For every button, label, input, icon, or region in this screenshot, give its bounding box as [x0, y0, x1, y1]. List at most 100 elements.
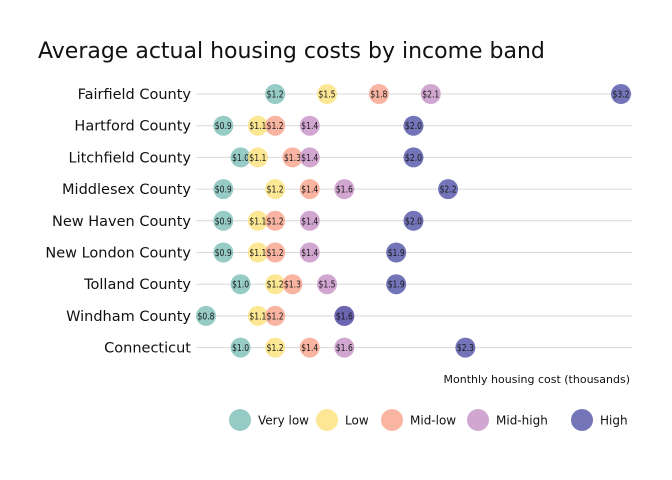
point-mid-low-litchfield-county: $1.3: [282, 147, 303, 168]
dot-high-new-haven-county: [403, 210, 424, 231]
point-mid-high-connecticut: $1.6: [334, 337, 355, 358]
legend-label-very-low: Very low: [258, 414, 309, 428]
dot-label-very-low-windham-county: $0.8: [198, 311, 215, 322]
dot-mid-low-tolland-county: [282, 274, 303, 295]
dot-label-high-middlesex-county: $2.2: [440, 185, 457, 196]
dot-label-mid-high-middlesex-county: $1.6: [336, 185, 353, 196]
dot-high-new-london-county: [386, 242, 407, 263]
point-high-new-haven-county: $2.0: [403, 210, 424, 231]
dot-label-very-low-connecticut: $1.0: [232, 343, 249, 354]
point-mid-high-litchfield-county: $1.4: [299, 147, 320, 168]
point-mid-high-new-haven-county: $1.4: [299, 210, 320, 231]
point-low-tolland-county: $1.2: [265, 274, 286, 295]
dot-label-low-tolland-county: $1.2: [267, 280, 284, 291]
dot-label-very-low-middlesex-county: $0.9: [215, 185, 232, 196]
point-mid-high-tolland-county: $1.5: [317, 274, 338, 295]
dot-label-mid-high-new-haven-county: $1.4: [301, 216, 318, 227]
dot-label-low-middlesex-county: $1.2: [267, 185, 284, 196]
dot-label-high-fairfield-county: $3.2: [613, 90, 630, 101]
legend: Very low Low Mid-low Mid-high High: [229, 409, 628, 431]
point-mid-low-hartford-county: $1.2: [265, 115, 286, 136]
dot-low-new-haven-county: [247, 210, 268, 231]
dot-high-middlesex-county: [438, 179, 459, 200]
legend-swatch-high: [571, 409, 593, 431]
legend-swatch-very-low: [229, 409, 251, 431]
dot-label-low-fairfield-county: $1.5: [319, 90, 336, 101]
point-high-fairfield-county: $3.2: [611, 84, 631, 104]
dot-label-very-low-tolland-county: $1.0: [232, 280, 249, 291]
legend-item-very-low: Very low: [229, 409, 309, 431]
dot-very-low-tolland-county: [230, 274, 251, 295]
dot-label-low-new-haven-county: $1.1: [249, 216, 266, 227]
dot-label-mid-low-tolland-county: $1.3: [284, 280, 301, 291]
chart-title: Average actual housing costs by income b…: [38, 39, 545, 64]
dot-label-mid-low-new-haven-county: $1.2: [267, 216, 284, 227]
dot-high-connecticut: [455, 337, 476, 358]
dot-low-middlesex-county: [265, 179, 286, 200]
dot-label-high-connecticut: $2.3: [457, 343, 474, 354]
point-low-new-london-county: $1.1: [247, 242, 268, 263]
dot-label-very-low-fairfield-county: $1.2: [267, 90, 284, 101]
category-label-new-london-county: New London County: [45, 246, 191, 262]
category-label-new-haven-county: New Haven County: [52, 214, 191, 230]
x-axis-label: Monthly housing cost (thousands): [444, 373, 631, 386]
point-high-connecticut: $2.3: [455, 337, 476, 358]
dot-label-high-new-london-county: $1.9: [388, 248, 405, 259]
category-label-middlesex-county: Middlesex County: [62, 182, 191, 198]
category-label-connecticut: Connecticut: [104, 341, 191, 357]
point-very-low-connecticut: $1.0: [230, 337, 251, 358]
legend-label-high: High: [600, 414, 628, 428]
dot-very-low-new-haven-county: [213, 210, 234, 231]
point-very-low-middlesex-county: $0.9: [213, 179, 234, 200]
dot-mid-high-tolland-county: [317, 274, 338, 295]
dot-label-very-low-hartford-county: $0.9: [215, 121, 232, 132]
point-mid-low-fairfield-county: $1.8: [368, 84, 389, 104]
point-high-middlesex-county: $2.2: [438, 179, 459, 200]
point-very-low-tolland-county: $1.0: [230, 274, 251, 295]
point-mid-low-new-haven-county: $1.2: [265, 210, 286, 231]
dot-mid-low-hartford-county: [265, 115, 286, 136]
dot-mid-low-middlesex-county: [299, 179, 320, 200]
dot-mid-high-fairfield-county: [420, 84, 441, 104]
dot-label-very-low-new-haven-county: $0.9: [215, 216, 232, 227]
dot-label-very-low-litchfield-county: $1.0: [232, 153, 249, 164]
dot-label-low-connecticut: $1.2: [267, 343, 284, 354]
dot-high-windham-county: [334, 305, 355, 326]
dot-mid-low-new-haven-county: [265, 210, 286, 231]
point-mid-high-hartford-county: $1.4: [299, 115, 320, 136]
dot-mid-high-new-london-county: [299, 242, 320, 263]
dot-label-mid-low-windham-county: $1.2: [267, 311, 284, 322]
legend-swatch-low: [316, 409, 338, 431]
dot-very-low-hartford-county: [213, 115, 234, 136]
dot-very-low-connecticut: [230, 337, 251, 358]
point-mid-low-windham-county: $1.2: [265, 305, 286, 326]
dot-very-low-middlesex-county: [213, 179, 234, 200]
dot-mid-low-new-london-county: [265, 242, 286, 263]
dot-mid-high-new-haven-county: [299, 210, 320, 231]
dot-label-high-litchfield-county: $2.0: [405, 153, 422, 164]
dot-low-fairfield-county: [317, 84, 338, 104]
point-mid-low-connecticut: $1.4: [299, 337, 320, 358]
point-low-new-haven-county: $1.1: [247, 210, 268, 231]
point-high-new-london-county: $1.9: [386, 242, 407, 263]
dot-high-fairfield-county: [611, 84, 631, 104]
point-very-low-hartford-county: $0.9: [213, 115, 234, 136]
dot-label-high-tolland-county: $1.9: [388, 280, 405, 291]
legend-item-mid-high: Mid-high: [467, 409, 548, 431]
dot-mid-low-windham-county: [265, 305, 286, 326]
legend-swatch-mid-low: [381, 409, 403, 431]
dot-label-low-windham-county: $1.1: [249, 311, 266, 322]
dot-low-new-london-county: [247, 242, 268, 263]
legend-swatch-mid-high: [467, 409, 489, 431]
dot-very-low-new-london-county: [213, 242, 234, 263]
dot-label-mid-low-litchfield-county: $1.3: [284, 153, 301, 164]
point-high-litchfield-county: $2.0: [403, 147, 424, 168]
category-label-windham-county: Windham County: [66, 309, 191, 325]
point-high-windham-county: $1.6: [334, 305, 355, 326]
dot-label-mid-low-connecticut: $1.4: [301, 343, 318, 354]
dot-mid-high-middlesex-county: [334, 179, 355, 200]
point-mid-low-tolland-county: $1.3: [282, 274, 303, 295]
dot-label-high-hartford-county: $2.0: [405, 121, 422, 132]
dot-mid-low-fairfield-county: [368, 84, 389, 104]
